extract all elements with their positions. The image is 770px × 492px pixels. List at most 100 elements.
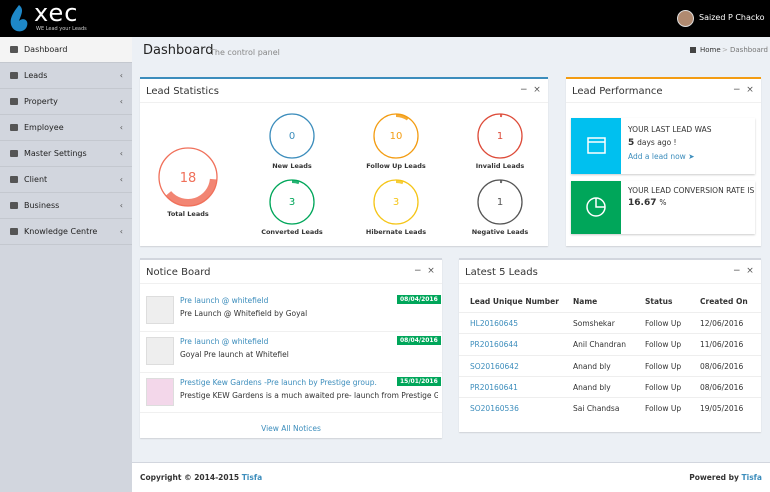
nav-item[interactable]: Employee ‹ — [0, 115, 132, 141]
table-cell: Follow Up — [645, 361, 682, 371]
user-avatar[interactable] — [677, 10, 694, 27]
table-cell[interactable]: SO20160536 — [470, 404, 519, 414]
gauge-label: Negative Leads — [472, 228, 529, 236]
table-cell[interactable]: SO20160642 — [470, 361, 519, 371]
gauge-label: Hibernate Leads — [366, 228, 426, 236]
nav-icon — [10, 202, 18, 209]
table-cell[interactable]: HL20160645 — [470, 319, 518, 328]
breadcrumb-current: Dashboard — [730, 46, 768, 54]
table-cell: Anand bly — [573, 382, 611, 392]
notice-thumb — [146, 296, 174, 324]
nav-icon — [10, 124, 18, 131]
gauge-arc — [395, 114, 409, 121]
nav-chevron: ‹ — [119, 97, 123, 106]
view-all-link[interactable]: View All Notices — [261, 424, 321, 433]
nav-label[interactable]: Dashboard — [24, 45, 68, 54]
nav-label[interactable]: Leads — [24, 71, 48, 80]
pie-icon — [586, 197, 606, 217]
nav-item[interactable]: Leads ‹ — [0, 63, 132, 89]
nav-icon — [10, 228, 18, 235]
gauge-ring — [269, 113, 315, 159]
sidebar: Dashboard Leads ‹ Property ‹ Employee ‹ Master … — [0, 37, 132, 492]
notice-date: 08/04/2016 — [397, 336, 441, 345]
box-tools[interactable]: − × — [733, 266, 754, 276]
row-divider — [459, 397, 761, 399]
nav-chevron: ‹ — [119, 201, 123, 210]
powered-link[interactable]: Tisfa — [741, 473, 762, 482]
box-tools[interactable]: − × — [414, 266, 435, 276]
nav-item[interactable]: Knowledge Centre ‹ — [0, 219, 132, 245]
divider — [566, 102, 761, 103]
box-title: Latest 5 Leads — [465, 267, 538, 278]
gauge-value: 0 — [289, 131, 295, 142]
column-header: Status — [645, 297, 673, 306]
notice-date: 08/04/2016 — [397, 295, 441, 304]
box-tools[interactable]: − × — [733, 85, 754, 95]
user-name[interactable]: Saized P Chacko — [699, 13, 765, 22]
gauge-arc — [165, 178, 217, 206]
notice-date: 15/01/2016 — [397, 377, 441, 386]
nav-item[interactable]: Business ‹ — [0, 193, 132, 219]
nav-label[interactable]: Master Settings — [24, 149, 87, 158]
table-cell: 19/05/2016 — [700, 404, 744, 414]
nav-chevron: ‹ — [119, 71, 123, 80]
nav-label[interactable]: Property — [24, 97, 58, 106]
nav-icon — [10, 150, 18, 157]
page-subtitle: The control panel — [210, 48, 280, 57]
table-cell: 12/06/2016 — [700, 319, 744, 328]
table-cell[interactable]: PR20160641 — [470, 382, 518, 392]
nav-item[interactable]: Property ‹ — [0, 89, 132, 115]
box-tools[interactable]: − × — [520, 85, 541, 95]
gauge-label: Follow Up Leads — [366, 162, 426, 170]
gauge-label: Total Leads — [167, 210, 209, 218]
gauge-value: 10 — [390, 131, 403, 142]
notice-title[interactable]: Pre launch @ whitefield — [180, 337, 269, 346]
gauge-label: Invalid Leads — [476, 162, 525, 170]
company-link[interactable]: Tisfa — [241, 473, 263, 482]
column-header: Lead Unique Number — [470, 297, 559, 306]
table-cell: Anil Chandran — [573, 340, 626, 350]
gauge-value: 1 — [497, 131, 503, 142]
notice-title[interactable]: Prestige Kew Gardens -Pre launch by Pres… — [180, 378, 377, 387]
table-cell: Somshekar — [573, 319, 615, 328]
nav-item[interactable]: Dashboard — [0, 37, 132, 63]
nav-chevron: ‹ — [119, 149, 123, 158]
link-text[interactable]: Add a lead now — [628, 152, 686, 161]
table-cell[interactable]: PR20160644 — [470, 340, 518, 350]
nav-label[interactable]: Employee — [24, 123, 64, 132]
add-lead-link[interactable]: Add a lead now ➤ — [628, 152, 695, 161]
column-header: Created On — [700, 297, 748, 306]
box-title: Lead Performance — [572, 86, 663, 97]
table-cell: 11/06/2016 — [700, 340, 744, 350]
breadcrumb-home[interactable]: Home — [700, 46, 721, 54]
nav-item[interactable]: Master Settings ‹ — [0, 141, 132, 167]
notice-text: Prestige KEW Gardens is a much awaited p… — [180, 391, 438, 400]
tile-icon-box — [571, 118, 621, 174]
column-header: Name — [573, 297, 598, 306]
tile-heading: YOUR LAST LEAD WAS — [628, 125, 712, 134]
nav-label[interactable]: Client — [24, 175, 48, 184]
nav-chevron: ‹ — [119, 227, 123, 236]
gauge-label: New Leads — [272, 162, 312, 170]
nav-item[interactable]: Client ‹ — [0, 167, 132, 193]
gauge-arc — [395, 180, 404, 185]
nav-label[interactable]: Business — [24, 201, 60, 210]
latest-leads-box: Latest 5 Leads − × Lead Unique Number Nam… — [459, 258, 761, 432]
notice-thumb — [146, 378, 174, 406]
gauge-label: Converted Leads — [261, 228, 323, 236]
calendar-icon — [587, 137, 606, 154]
conversion-tile: YOUR LEAD CONVERSION RATE IS 16.67 % — [571, 181, 755, 234]
logo-text[interactable]: xec — [34, 0, 79, 27]
logo-tagline: WE Lead your Leads — [36, 26, 87, 32]
gauge-value: 3 — [289, 197, 295, 208]
notice-thumb — [146, 337, 174, 365]
row-divider — [459, 333, 761, 335]
lead-statistics-box: Lead Statistics − × 18 Total Leads 0 New Le… — [140, 77, 548, 246]
notice-text: Goyal Pre launch at Whitefiel — [180, 350, 289, 359]
tile-heading: YOUR LEAD CONVERSION RATE IS — [628, 186, 755, 195]
nav-label[interactable]: Knowledge Centre — [24, 227, 98, 236]
tile-value: 5 — [628, 138, 635, 148]
divider — [140, 331, 442, 332]
notice-title[interactable]: Pre launch @ whitefield — [180, 296, 269, 305]
notice-text: Pre Launch @ Whitefield by Goyal — [180, 309, 308, 318]
